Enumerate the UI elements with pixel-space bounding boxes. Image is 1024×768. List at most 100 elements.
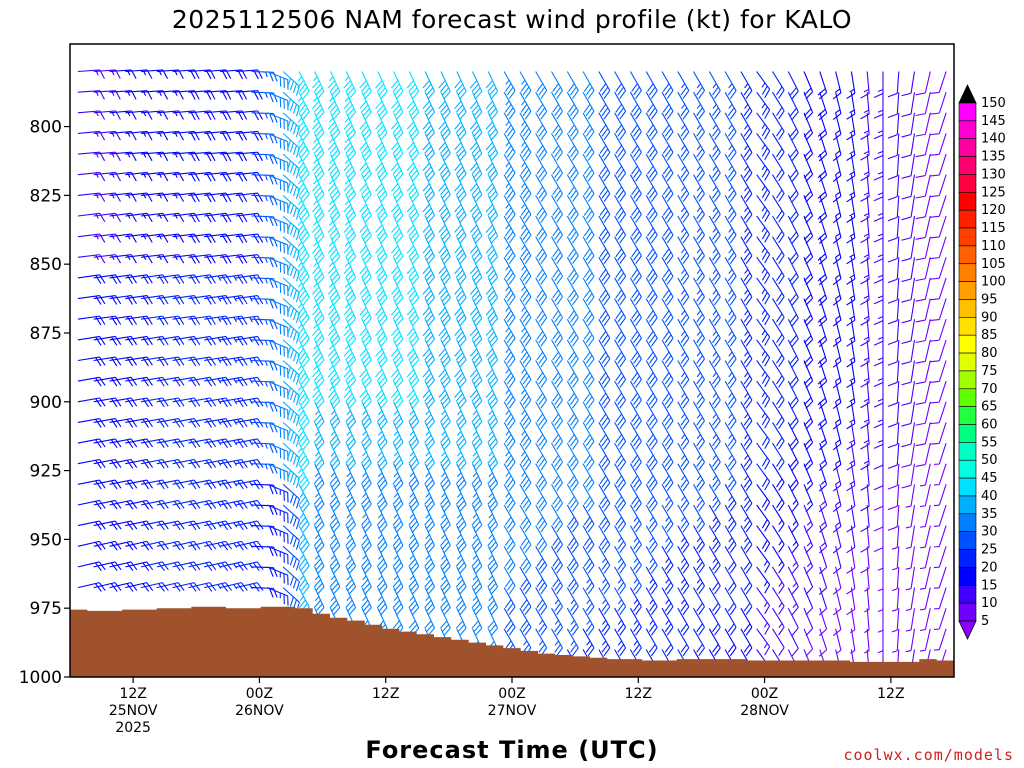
wind-barb bbox=[756, 277, 771, 305]
wind-barb bbox=[267, 339, 289, 359]
wind-barb bbox=[327, 298, 341, 327]
wind-barb bbox=[519, 153, 532, 182]
wind-barb bbox=[901, 257, 916, 283]
wind-barb bbox=[503, 195, 516, 223]
wind-barb bbox=[614, 360, 627, 388]
wind-barb bbox=[905, 484, 916, 508]
wind-barb bbox=[919, 608, 931, 632]
wind-barb bbox=[724, 504, 737, 533]
wind-barb bbox=[535, 566, 548, 595]
wind-barb bbox=[109, 356, 138, 367]
wind-barb bbox=[343, 257, 357, 286]
y-tick-label: 950 bbox=[30, 530, 62, 550]
wind-barb bbox=[156, 335, 185, 346]
colorbar-segment bbox=[958, 245, 977, 265]
wind-barb bbox=[503, 277, 516, 306]
wind-barb bbox=[390, 257, 404, 286]
wind-barb bbox=[756, 71, 771, 99]
wind-barb bbox=[901, 236, 916, 262]
wind-barb bbox=[172, 458, 201, 469]
wind-barb bbox=[140, 438, 169, 449]
wind-barb bbox=[469, 380, 483, 409]
wind-barb bbox=[873, 463, 884, 491]
wind-barb bbox=[645, 277, 658, 306]
wind-barb bbox=[864, 587, 870, 613]
wind-barb bbox=[708, 607, 721, 636]
wind-barb bbox=[156, 479, 185, 490]
wind-barb bbox=[905, 566, 916, 591]
wind-barb bbox=[282, 401, 300, 427]
wind-barb bbox=[267, 153, 289, 173]
wind-barb bbox=[933, 525, 947, 548]
wind-barb bbox=[312, 236, 325, 265]
wind-barb bbox=[693, 484, 705, 512]
wind-barb bbox=[708, 195, 721, 223]
wind-barb bbox=[818, 525, 828, 554]
wind-barb bbox=[390, 318, 404, 347]
wind-barb bbox=[503, 318, 516, 347]
wind-barb bbox=[438, 298, 451, 327]
wind-barb bbox=[188, 274, 216, 285]
colorbar-segment bbox=[958, 531, 977, 550]
y-tick-label: 1000 bbox=[19, 668, 62, 688]
wind-barb bbox=[267, 132, 289, 152]
wind-barb bbox=[297, 236, 310, 265]
wind-barb bbox=[424, 546, 435, 575]
wind-barb bbox=[645, 153, 658, 182]
wind-barb bbox=[772, 318, 785, 347]
wind-barb bbox=[361, 442, 372, 471]
wind-barb bbox=[392, 525, 404, 554]
wind-barb bbox=[787, 628, 799, 657]
wind-barb bbox=[471, 525, 483, 554]
wind-barb bbox=[661, 298, 674, 326]
wind-barb bbox=[469, 174, 483, 203]
wind-barb bbox=[361, 401, 372, 430]
wind-barb bbox=[312, 339, 325, 368]
wind-barb bbox=[343, 112, 357, 141]
wind-barb bbox=[424, 422, 435, 451]
wind-barb bbox=[582, 504, 595, 533]
wind-barb bbox=[724, 153, 737, 182]
wind-barb bbox=[891, 628, 900, 653]
wind-barb bbox=[485, 360, 499, 389]
wind-barb bbox=[390, 215, 404, 244]
wind-barb bbox=[422, 91, 435, 120]
wind-barb bbox=[929, 360, 947, 383]
wind-barb bbox=[905, 525, 916, 550]
wind-barb bbox=[887, 298, 900, 325]
wind-barb bbox=[406, 277, 420, 306]
colorbar-segment bbox=[958, 459, 977, 479]
wind-barb bbox=[832, 339, 842, 368]
wind-barb bbox=[661, 215, 674, 244]
wind-barb bbox=[598, 380, 611, 409]
wind-barb bbox=[343, 71, 357, 100]
wind-barb bbox=[929, 257, 947, 280]
wind-barb bbox=[582, 546, 595, 574]
wind-barb bbox=[708, 422, 721, 450]
wind-barb bbox=[359, 112, 372, 141]
wind-barb bbox=[846, 360, 856, 389]
wind-barb bbox=[219, 418, 248, 428]
wind-barb bbox=[901, 92, 916, 118]
wind-barb bbox=[933, 463, 947, 486]
wind-barb bbox=[832, 195, 842, 224]
wind-barb bbox=[614, 463, 627, 492]
wind-barb bbox=[772, 298, 785, 326]
wind-barb bbox=[327, 236, 341, 265]
wind-barb bbox=[551, 504, 563, 533]
wind-barb bbox=[598, 153, 611, 182]
wind-barb bbox=[485, 133, 499, 162]
wind-barb bbox=[535, 607, 548, 636]
wind-barb bbox=[756, 256, 771, 284]
wind-barb bbox=[312, 318, 325, 347]
wind-barb bbox=[817, 257, 828, 286]
wind-barb bbox=[693, 91, 705, 120]
wind-barb bbox=[503, 236, 516, 265]
wind-barb bbox=[424, 484, 435, 513]
wind-barb bbox=[582, 112, 595, 141]
wind-barb bbox=[487, 525, 499, 554]
wind-barb bbox=[915, 92, 931, 117]
wind-barb bbox=[598, 112, 611, 141]
wind-barb bbox=[312, 174, 325, 203]
wind-barb bbox=[661, 463, 674, 492]
